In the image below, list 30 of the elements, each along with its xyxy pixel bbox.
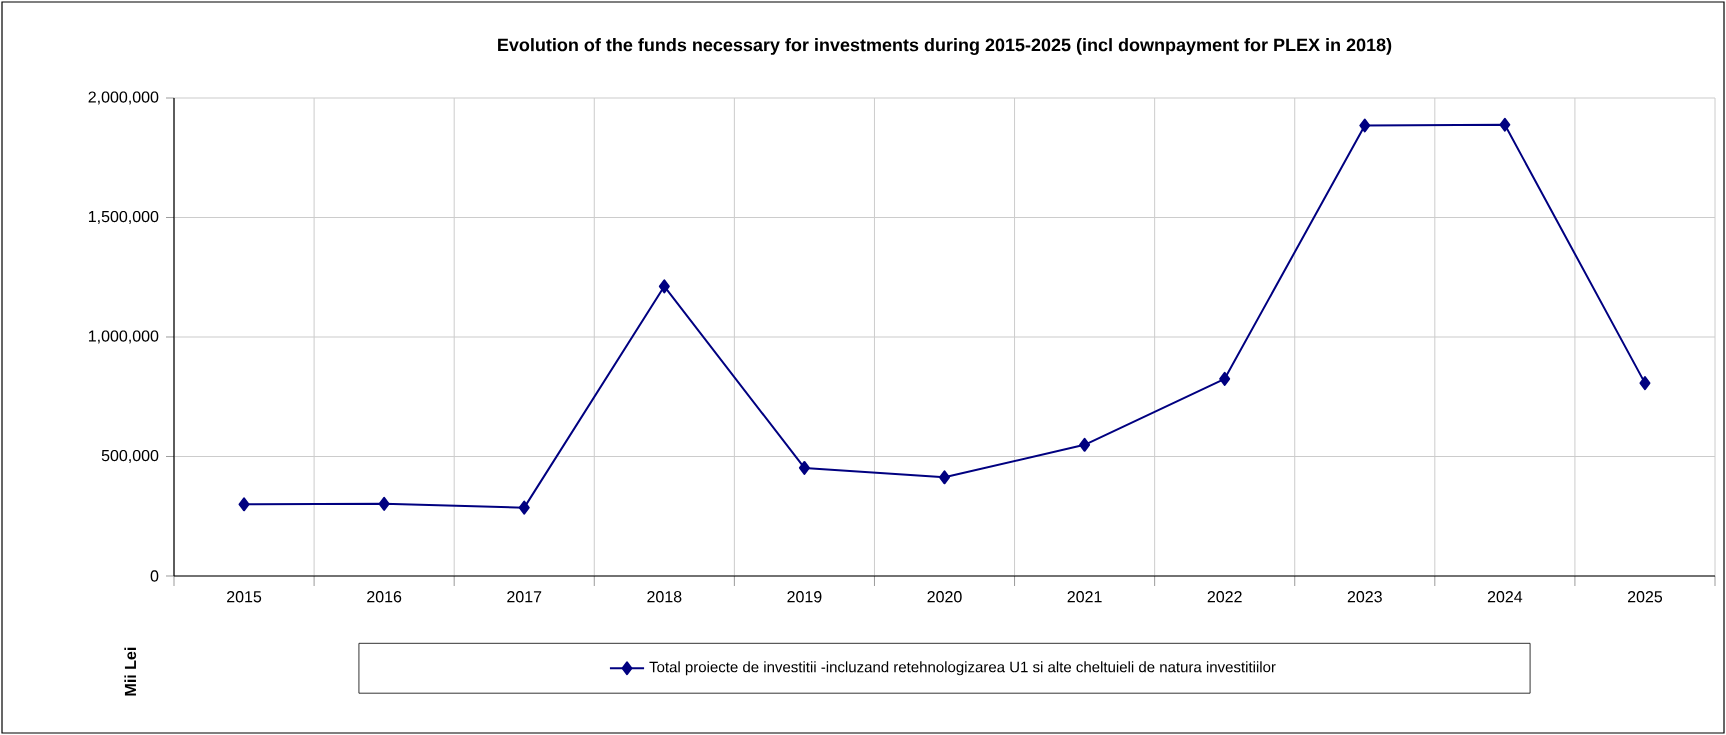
y-tick-label: 500,000	[101, 449, 159, 464]
x-tick-label: 2024	[1487, 591, 1523, 603]
x-tick-label: 2018	[647, 591, 682, 603]
y-axis-title: Mii Lei	[124, 647, 137, 696]
x-tick-label: 2022	[1207, 591, 1242, 603]
chart-title: Evolution of the funds necessary for investments during 2015-2025 (incl downpayment for PLEX in 2018)	[498, 38, 1392, 55]
x-tick-label: 2016	[367, 591, 402, 603]
point	[1079, 437, 1091, 452]
x-tick-label: 2019	[787, 591, 822, 603]
y-tick-label: 1,000,000	[88, 330, 159, 344]
y-tick-label: 2,000,000	[88, 91, 159, 105]
x-tick-label: 2015	[227, 591, 262, 603]
point	[518, 500, 530, 515]
point	[1639, 376, 1651, 391]
point	[378, 496, 390, 511]
legend-label: Total proiecte de investitii -incluzand retehnologizarea U1 si alte cheltuieli de natura investitiilor	[649, 661, 1276, 676]
point	[1219, 371, 1231, 386]
x-tick-label: 2020	[927, 591, 962, 603]
y-tick-label: 0	[150, 570, 159, 582]
x-tick-label: 2023	[1347, 591, 1382, 603]
point	[658, 279, 670, 294]
point	[1359, 118, 1371, 133]
x-tick-label: 2017	[507, 591, 542, 603]
point	[798, 460, 810, 475]
x-tick-label: 2025	[1627, 591, 1663, 603]
point	[939, 470, 950, 485]
point	[238, 497, 250, 512]
y-tick-label: 1,500,000	[88, 210, 159, 225]
x-tick-label: 2021	[1067, 591, 1102, 603]
point	[1499, 117, 1511, 132]
